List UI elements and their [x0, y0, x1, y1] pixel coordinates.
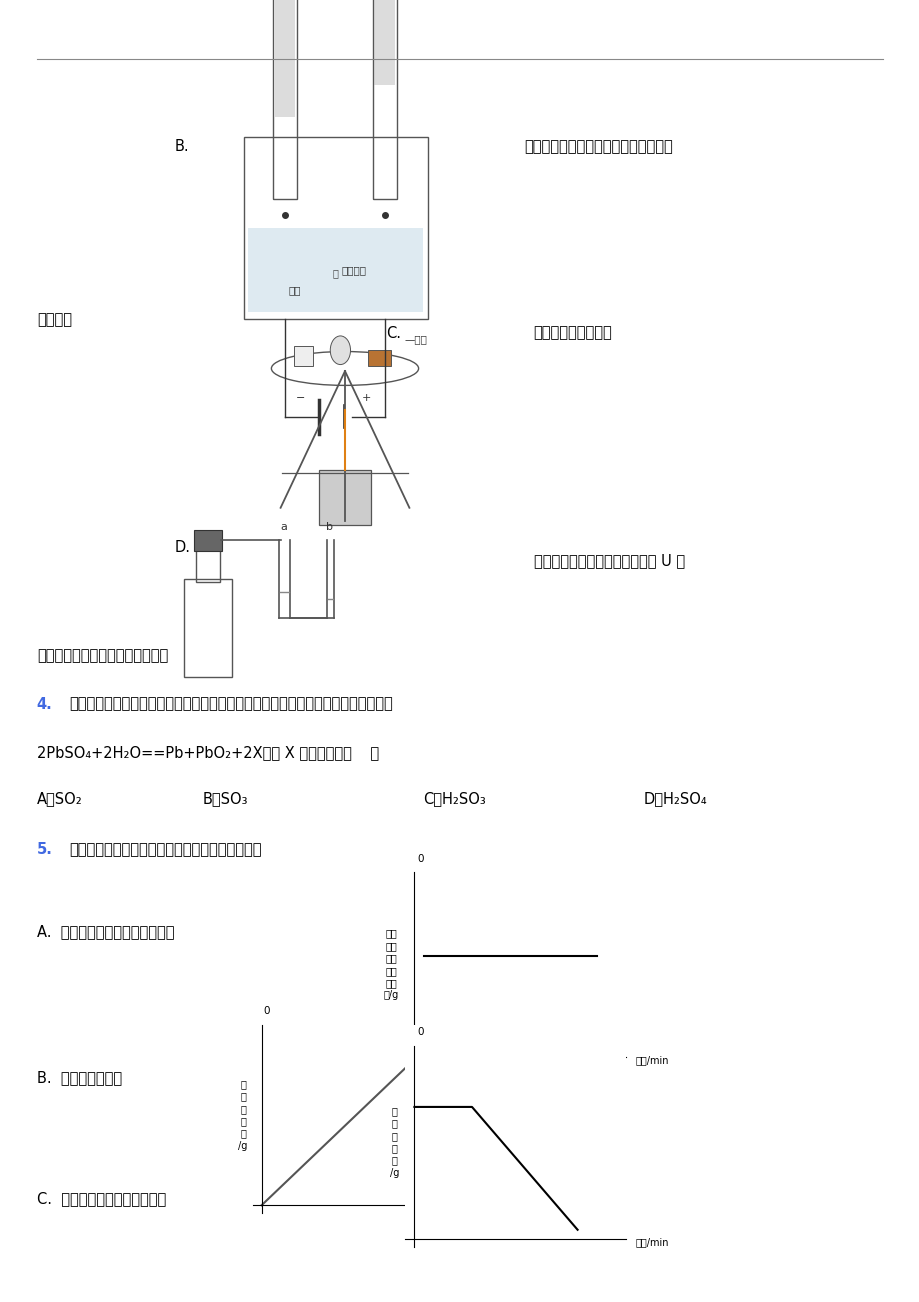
Bar [319, 470, 370, 525]
Text: 固
体
的
质
量
/g: 固 体 的 质 量 /g [390, 1105, 399, 1178]
Ellipse shape [330, 336, 350, 365]
Bar [273, 0, 297, 199]
Text: 4.: 4. [37, 697, 52, 712]
Text: 2PbSO₄+2H₂O==Pb+PbO₂+2X，则 X 的化学式为（    ）: 2PbSO₄+2H₂O==Pb+PbO₂+2X，则 X 的化学式为（ ） [37, 745, 379, 760]
Text: 时间/min: 时间/min [459, 1203, 493, 1213]
Bar [374, 0, 394, 85]
Bar [248, 228, 423, 312]
Bar [194, 530, 221, 551]
Text: b: b [325, 522, 333, 533]
Text: −: − [296, 393, 305, 404]
Text: 乒乓球片: 乒乓球片 [341, 266, 367, 276]
Text: 下列四种图像中，能正确反映对应变化关系的是：: 下列四种图像中，能正确反映对应变化关系的是： [69, 842, 261, 858]
Bar [244, 137, 427, 319]
Bar [372, 0, 396, 199]
Bar [196, 546, 220, 582]
Bar [368, 350, 391, 366]
Text: 0: 0 [416, 1027, 423, 1036]
Text: +: + [361, 393, 370, 404]
Text: 与电源正极相连接的玻璃管中生成的气: 与电源正极相连接的玻璃管中生成的气 [524, 139, 673, 155]
Text: B．SO₃: B．SO₃ [202, 792, 247, 807]
Bar [294, 346, 312, 366]
Text: 向小试管中加入适量干冰，看到 U 型: 向小试管中加入适量干冰，看到 U 型 [533, 553, 684, 569]
Text: D．H₂SO₄: D．H₂SO₄ [643, 792, 707, 807]
Text: 纸片: 纸片 [288, 285, 301, 296]
Text: 最早使用的充电电池是铅蓄电池。已知电动车铅蓄电池充电时反应的化学方程式为：: 最早使用的充电电池是铅蓄电池。已知电动车铅蓄电池充电时反应的化学方程式为： [69, 697, 392, 712]
Text: 5.: 5. [37, 842, 52, 858]
Text: 0: 0 [416, 854, 423, 865]
Text: 时间/min: 时间/min [634, 1237, 668, 1247]
Text: B.  电解一定量的水: B. 电解一定量的水 [37, 1070, 122, 1086]
Text: —铜片: —铜片 [404, 335, 427, 345]
Text: B.: B. [175, 139, 189, 155]
Text: 时间/min: 时间/min [634, 1055, 668, 1065]
Text: C.: C. [386, 326, 401, 341]
Text: a: a [279, 522, 287, 533]
Text: 管中左侧液面上升，右侧液面下降: 管中左侧液面上升，右侧液面下降 [37, 648, 168, 664]
Text: A．SO₂: A．SO₂ [37, 792, 83, 807]
Text: C.  木炭在高温下和氧化铜反应: C. 木炭在高温下和氧化铜反应 [37, 1191, 165, 1207]
Bar [275, 0, 295, 117]
Text: A.  加热一定质量的高锰酸钾固体: A. 加热一定质量的高锰酸钾固体 [37, 924, 174, 940]
Text: 不同物质着火点不同: 不同物质着火点不同 [533, 326, 612, 341]
Text: 0: 0 [263, 1006, 269, 1017]
Text: D.: D. [175, 540, 190, 556]
Text: 剩余
固体
中锰
元素
的质
量/g: 剩余 固体 中锰 元素 的质 量/g [383, 928, 399, 1000]
Text: 氢
气
的
质
量
/g: 氢 气 的 质 量 /g [238, 1079, 247, 1151]
Text: 水: 水 [333, 268, 338, 279]
Text: 体是氧气: 体是氧气 [37, 312, 72, 328]
Bar [184, 579, 232, 677]
Text: C．H₂SO₃: C．H₂SO₃ [423, 792, 485, 807]
